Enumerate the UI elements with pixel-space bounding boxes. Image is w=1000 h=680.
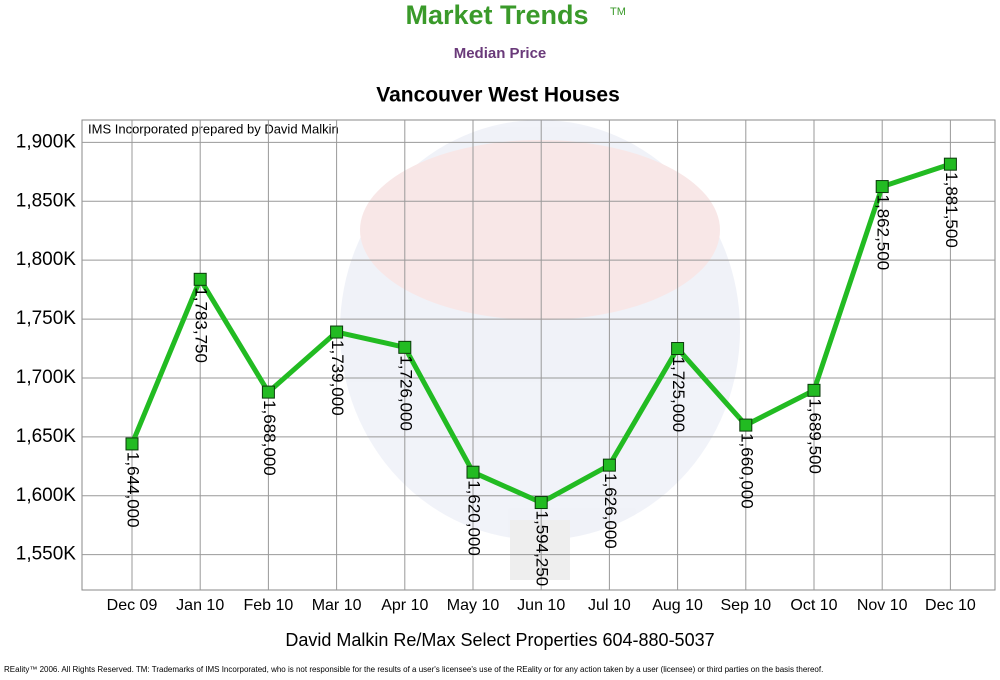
data-point [807, 383, 821, 397]
x-tick-label: Aug 10 [652, 597, 703, 614]
y-tick-label: 1,700K [16, 367, 77, 388]
data-point [330, 325, 344, 339]
x-tick-label: Oct 10 [790, 597, 837, 614]
data-label: 1,620,000 [465, 480, 484, 556]
plot-area [81, 119, 996, 591]
x-tick-label: Dec 10 [925, 597, 976, 614]
x-tick-label: Jun 10 [517, 597, 565, 614]
footer-contact: David Malkin Re/Max Select Properties 60… [285, 630, 714, 650]
x-tick-label: Jul 10 [588, 597, 631, 614]
x-tick-label: Sep 10 [720, 597, 771, 614]
y-tick-label: 1,850K [16, 190, 77, 211]
chart-title: Vancouver West Houses [376, 84, 620, 107]
data-label: 1,644,000 [124, 452, 143, 528]
y-tick-label: 1,900K [16, 131, 77, 152]
data-label: 1,689,500 [806, 398, 825, 474]
data-label: 1,688,000 [260, 400, 279, 476]
data-label: 1,783,750 [192, 287, 211, 363]
brand-title: Market Trends [405, 0, 588, 30]
data-point [875, 180, 889, 194]
data-label: 1,862,500 [874, 195, 893, 271]
data-label: 1,660,000 [737, 433, 756, 509]
data-point [261, 385, 275, 399]
data-point [398, 340, 412, 354]
y-tick-label: 1,750K [16, 308, 77, 329]
y-tick-label: 1,650K [16, 426, 77, 447]
data-point [943, 157, 957, 171]
data-point [534, 496, 548, 510]
data-point [602, 458, 616, 472]
data-point [739, 418, 753, 432]
data-label: 1,726,000 [396, 355, 415, 431]
x-tick-label: Jan 10 [176, 597, 224, 614]
x-tick-label: Mar 10 [312, 597, 362, 614]
data-point [466, 465, 480, 479]
x-tick-label: Nov 10 [857, 597, 908, 614]
watermark [340, 120, 740, 580]
subtitle: Median Price [454, 45, 547, 62]
data-point [193, 272, 207, 286]
data-label: 1,594,250 [533, 511, 552, 587]
data-label: 1,881,500 [942, 172, 961, 248]
data-label: 1,739,000 [328, 340, 347, 416]
trademark: TM [610, 6, 626, 18]
data-label: 1,626,000 [601, 473, 620, 549]
credit-note: IMS Incorporated prepared by David Malki… [88, 121, 339, 136]
x-tick-label: Dec 09 [107, 597, 158, 614]
x-tick-label: Feb 10 [243, 597, 293, 614]
data-label: 1,725,000 [669, 357, 688, 433]
x-tick-label: May 10 [447, 597, 500, 614]
data-point [125, 437, 139, 451]
y-tick-label: 1,600K [16, 485, 77, 506]
data-point [671, 342, 685, 356]
x-tick-label: Apr 10 [381, 597, 428, 614]
legal-notice: REality™ 2006. All Rights Reserved. TM: … [4, 665, 823, 674]
y-tick-label: 1,550K [16, 544, 77, 565]
y-tick-label: 1,800K [16, 249, 77, 270]
